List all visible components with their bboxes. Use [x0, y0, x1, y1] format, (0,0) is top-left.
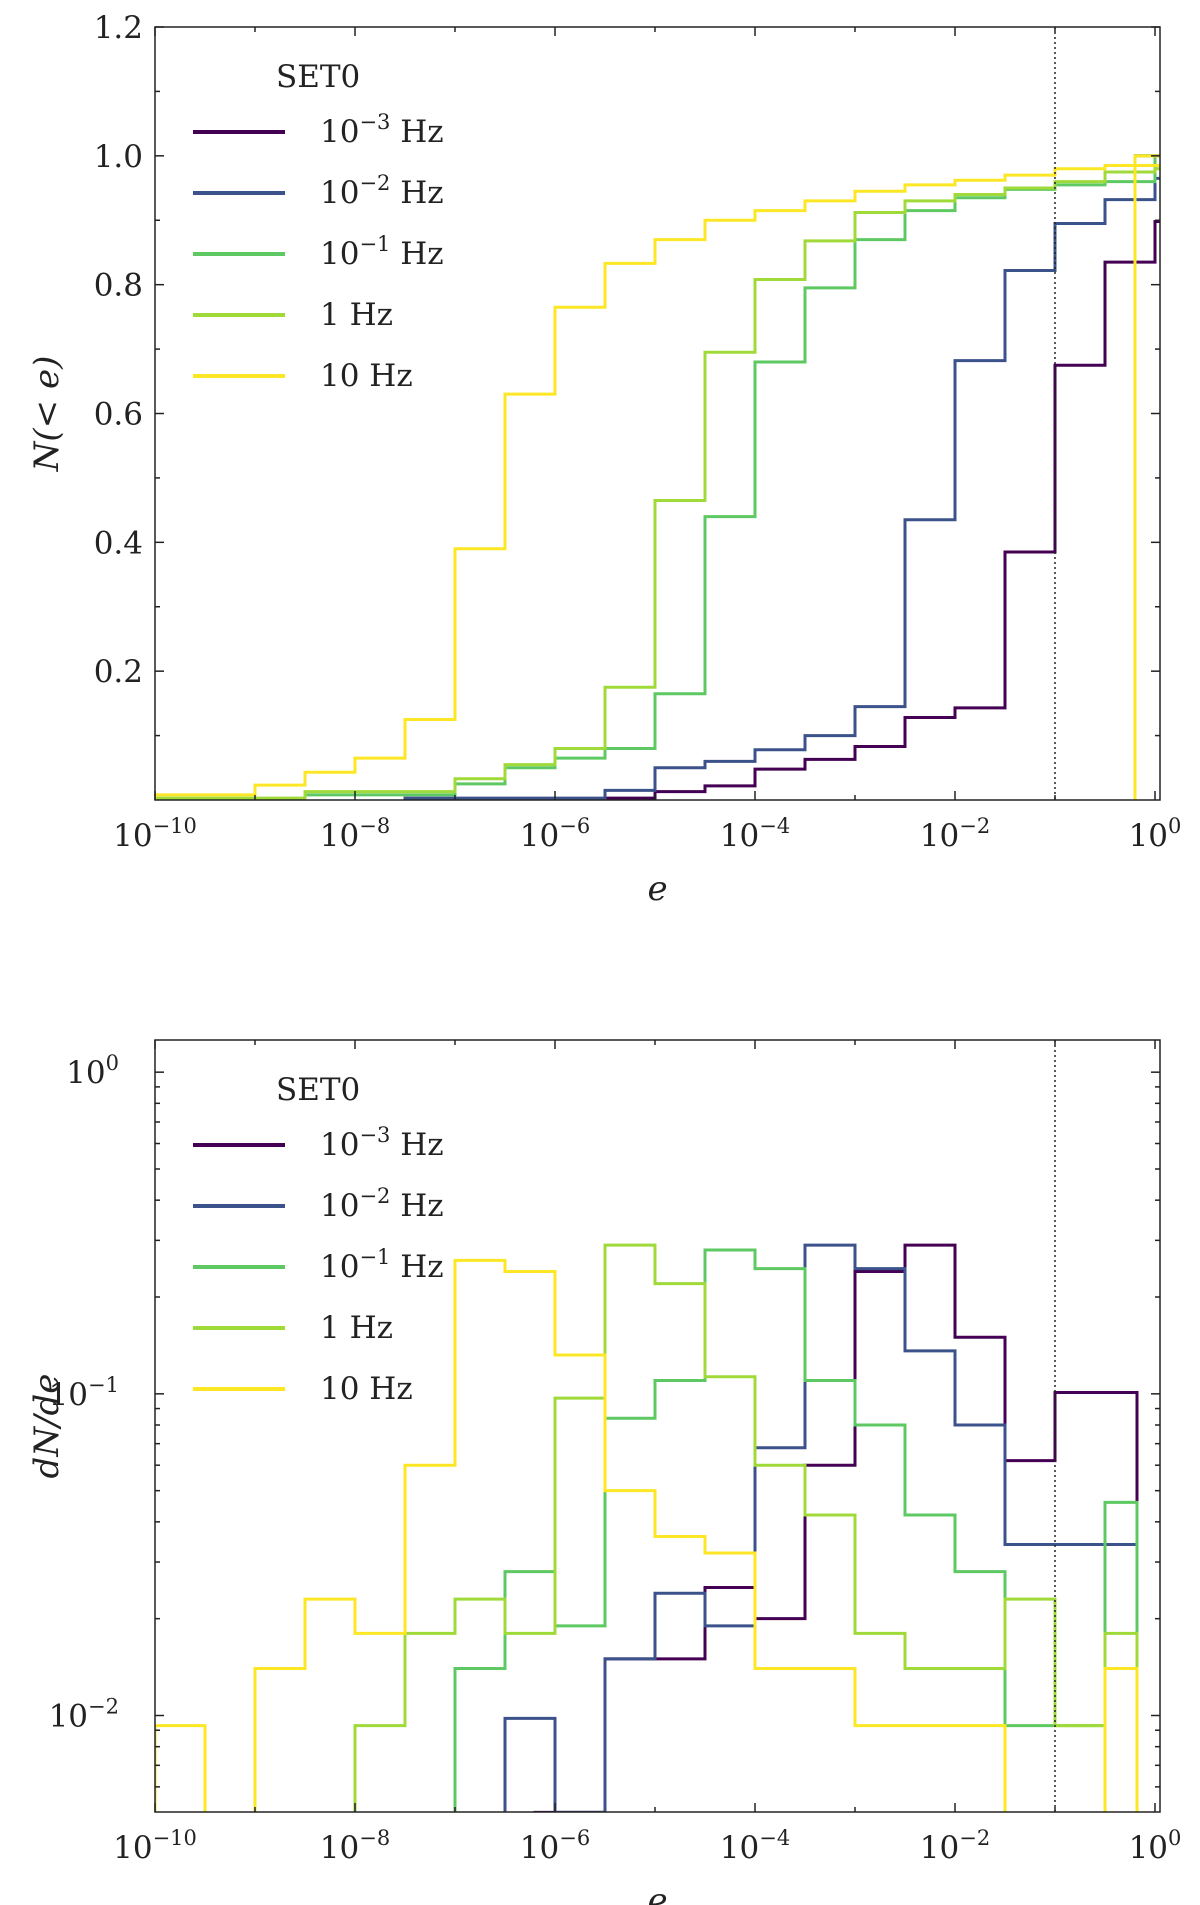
y-tick-label: 0.8 — [94, 268, 143, 304]
x-tick-label: 10−6 — [520, 814, 590, 854]
series-line-differential-2 — [453, 1248, 1139, 1812]
x-tick-label: 10−8 — [320, 814, 390, 854]
x-tick-label: 100 — [1129, 814, 1182, 854]
y-tick-label: 0.2 — [94, 654, 143, 690]
x-tick-label: 10−6 — [520, 1826, 590, 1866]
x-tick-label: 10−2 — [920, 814, 990, 854]
legend-title: SET0 — [276, 59, 360, 95]
legend-label: 10−2 Hz — [320, 171, 444, 211]
legend-label: 10 Hz — [320, 1371, 413, 1407]
chart-panel-differential: 10−10 10−8 10−6 10−4 10−2 100 10−2 10−1 100 e dN/d… — [27, 1039, 1182, 1905]
x-axis-label: e — [647, 1881, 667, 1905]
legend-label: 1 Hz — [320, 297, 393, 333]
legend-label: 1 Hz — [320, 1310, 393, 1346]
y-axis-label: dN/de — [27, 1374, 67, 1479]
legend-label: 10−1 Hz — [320, 1245, 444, 1285]
x-tick-label: 10−10 — [113, 814, 197, 854]
x-tick-label: 10−8 — [320, 1826, 390, 1866]
series-line-differential-4 — [155, 1258, 1139, 1812]
y-tick-label: 100 — [66, 1051, 119, 1091]
legend-label: 10 Hz — [320, 358, 413, 394]
series-line-cumulative-0 — [603, 154, 1160, 800]
x-axis-label: e — [647, 869, 667, 909]
series-group — [155, 1243, 1139, 1812]
x-tick-label: 100 — [1129, 1826, 1182, 1866]
y-tick-label: 10−1 — [49, 1373, 119, 1413]
series-line-differential-3 — [353, 1243, 1139, 1812]
series-line-differential-1 — [503, 1243, 1139, 1812]
legend-label: 10−1 Hz — [320, 232, 444, 272]
y-tick-label: 1.2 — [94, 10, 143, 46]
x-tick-label: 10−4 — [720, 814, 790, 854]
series-line-cumulative-3 — [155, 154, 1160, 800]
legend-title: SET0 — [276, 1072, 360, 1108]
x-tick-label: 10−10 — [113, 1826, 197, 1866]
series-line-cumulative-1 — [403, 154, 1160, 800]
legend-label: 10−3 Hz — [320, 1123, 444, 1163]
legend: SET0 10−3 Hz 10−2 Hz 10−1 Hz 1 Hz 10 Hz — [193, 59, 444, 394]
legend-label: 10−3 Hz — [320, 110, 444, 150]
x-tick-label: 10−4 — [720, 1826, 790, 1866]
series-line-cumulative-4 — [155, 154, 1160, 800]
plot-frame — [154, 26, 1161, 801]
legend: SET0 10−3 Hz 10−2 Hz 10−1 Hz 1 Hz 10 Hz — [193, 1072, 444, 1407]
y-axis-label: N(< e) — [27, 356, 67, 473]
x-tick-label: 10−2 — [920, 1826, 990, 1866]
y-tick-label: 10−2 — [49, 1695, 119, 1735]
y-tick-label: 0.6 — [94, 397, 143, 433]
series-line-differential-0 — [533, 1243, 1139, 1812]
plot-frame — [154, 1039, 1161, 1813]
legend-label: 10−2 Hz — [320, 1184, 444, 1224]
series-group — [155, 154, 1160, 800]
series-line-cumulative-2 — [303, 154, 1157, 800]
y-tick-label: 1.0 — [94, 139, 143, 175]
chart-panel-cumulative: 10−10 10−8 10−6 10−4 10−2 100 0.2 0.4 0.6 0.8 1.0 1… — [27, 10, 1182, 909]
y-tick-label: 0.4 — [94, 525, 143, 561]
